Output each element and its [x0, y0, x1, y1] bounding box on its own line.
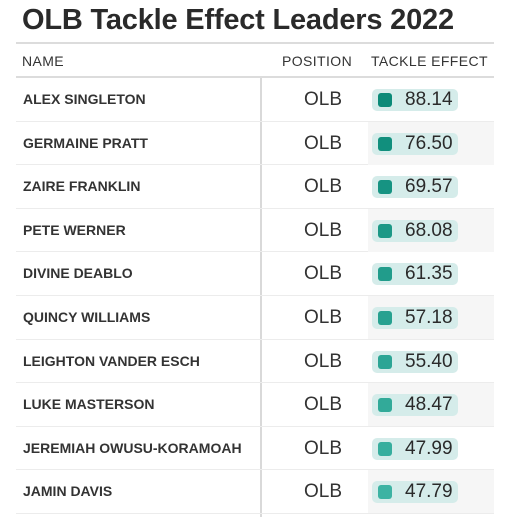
tackle-effect-cell: 55.40 [368, 340, 494, 383]
table-row: JEREMIAH OWUSU-KORAMOAH OLB 47.99 [16, 427, 494, 471]
tackle-effect-cell: 69.57 [368, 165, 494, 208]
tackle-effect-cell: 48.47 [368, 383, 494, 427]
player-name: DIVINE DEABLO [23, 265, 133, 282]
table-row: JAMIN DAVIS OLB 47.79 [16, 470, 494, 514]
table-header: NAME POSITION TACKLE EFFECT [16, 42, 494, 78]
player-name: ALEX SINGLETON [23, 91, 146, 107]
tackle-effect-bar: 69.57 [372, 176, 458, 199]
player-position: OLB [303, 481, 343, 503]
tackle-effect-cell: 76.50 [368, 121, 494, 165]
player-name: JAMIN DAVIS [23, 483, 113, 500]
tackle-effect-value: 48.47 [405, 394, 453, 416]
table-row: ALEX SINGLETON OLB 88.14 [16, 78, 494, 122]
player-position: OLB [303, 219, 343, 241]
table-row: GERMAINE PRATT OLB 76.50 [16, 121, 494, 166]
table-row: QUINCY WILLIAMS OLB 57.18 [16, 295, 494, 340]
tackle-effect-bar: 47.99 [372, 437, 458, 460]
column-header-name: NAME [22, 53, 65, 69]
player-position: OLB [303, 176, 343, 198]
player-position: OLB [303, 437, 343, 459]
table-row: LUKE MASTERSON OLB 48.47 [16, 383, 494, 427]
tackle-effect-value: 61.35 [405, 263, 453, 285]
player-name: QUINCY WILLIAMS [23, 308, 151, 325]
table-row: DIVINE DEABLO OLB 61.35 [16, 252, 494, 296]
tackle-effect-color-square [378, 310, 392, 325]
column-header-tackle-effect: TACKLE EFFECT [371, 53, 488, 69]
player-name: PETE WERNER [23, 221, 126, 238]
page-title: OLB Tackle Effect Leaders 2022 [22, 4, 454, 36]
tackle-effect-bar: 76.50 [372, 132, 458, 155]
tackle-effect-cell: 47.99 [368, 427, 494, 470]
table-body: ALEX SINGLETON OLB 88.14 GERMAINE PRATT OLB 7… [16, 78, 494, 514]
tackle-effect-bar: 57.18 [372, 306, 458, 329]
tackle-effect-bar: 48.47 [372, 394, 458, 417]
tackle-effect-value: 76.50 [405, 132, 453, 154]
table-row: PETE WERNER OLB 68.08 [16, 208, 494, 253]
player-position: OLB [303, 350, 343, 372]
player-position: OLB [303, 306, 343, 328]
player-position: OLB [303, 263, 343, 285]
tackle-effect-cell: 88.14 [368, 78, 494, 121]
table-row: ZAIRE FRANKLIN OLB 69.57 [16, 165, 494, 209]
player-position: OLB [303, 89, 343, 110]
tackle-effect-bar: 68.08 [372, 219, 458, 242]
tackle-effect-color-square [378, 267, 392, 282]
tackle-effect-value: 47.79 [405, 481, 453, 503]
tackle-effect-color-square [378, 485, 392, 500]
tackle-effect-bar: 88.14 [372, 89, 458, 111]
player-name: LEIGHTON VANDER ESCH [23, 352, 200, 369]
table-row: LEIGHTON VANDER ESCH OLB 55.40 [16, 340, 494, 384]
tackle-effect-color-square [378, 398, 392, 413]
tackle-effect-color-square [378, 354, 392, 369]
player-name: JEREMIAH OWUSU-KORAMOAH [23, 439, 242, 456]
tackle-effect-cell: 68.08 [368, 208, 494, 252]
tackle-effect-value: 88.14 [405, 89, 453, 110]
tackle-effect-value: 69.57 [405, 176, 453, 198]
tackle-effect-color-square [378, 441, 392, 456]
tackle-effect-value: 57.18 [405, 306, 453, 328]
tackle-effect-value: 68.08 [405, 219, 453, 241]
column-divider [260, 78, 262, 517]
player-position: OLB [303, 132, 343, 154]
tackle-effect-value: 55.40 [405, 350, 453, 372]
player-name: GERMAINE PRATT [23, 134, 148, 151]
tackle-effect-cell: 47.79 [368, 470, 494, 514]
player-position: OLB [303, 394, 343, 416]
tackle-effect-value: 47.99 [405, 437, 453, 459]
tackle-effect-color-square [378, 223, 392, 238]
tackle-effect-cell: 57.18 [368, 295, 494, 339]
tackle-effect-bar: 55.40 [372, 350, 458, 373]
tackle-effect-bar: 47.79 [372, 481, 458, 504]
tackle-effect-cell: 61.35 [368, 252, 494, 295]
tackle-effect-color-square [378, 136, 392, 151]
player-name: LUKE MASTERSON [23, 396, 155, 413]
column-header-position: POSITION [282, 53, 353, 69]
tackle-effect-color-square [378, 93, 392, 107]
tackle-effect-bar: 61.35 [372, 263, 458, 286]
tackle-effect-color-square [378, 180, 392, 195]
player-name: ZAIRE FRANKLIN [23, 178, 141, 195]
